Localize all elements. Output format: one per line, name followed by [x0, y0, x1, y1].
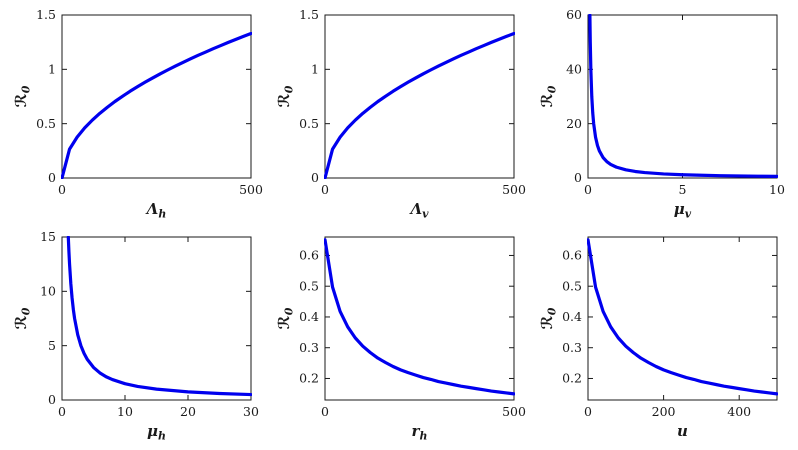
- chart-r0-vs-r-h: 0 500 0.2 0.3 0.4 0.5 0.6 rh ℛ0: [275, 236, 526, 443]
- svg-text:1.5: 1.5: [299, 7, 319, 22]
- svg-text:0: 0: [48, 170, 56, 185]
- svg-text:20: 20: [180, 404, 196, 419]
- subplot-r0-vs-r-h: 0 500 0.2 0.3 0.4 0.5 0.6 rh ℛ0: [267, 226, 530, 448]
- svg-text:Λh: Λh: [144, 200, 166, 221]
- svg-text:0: 0: [321, 404, 329, 419]
- svg-text:rh: rh: [412, 422, 428, 443]
- svg-text:Λv: Λv: [408, 200, 429, 221]
- svg-text:0.5: 0.5: [36, 116, 56, 131]
- svg-text:500: 500: [502, 404, 526, 419]
- svg-text:ℛ0: ℛ0: [275, 85, 296, 107]
- subplot-r0-vs-mu-h: 0 10 20 30 0 5 10 15 μh ℛ0: [4, 226, 267, 448]
- svg-text:0: 0: [574, 170, 582, 185]
- svg-text:1: 1: [311, 62, 319, 77]
- svg-text:5: 5: [679, 182, 687, 197]
- svg-text:500: 500: [502, 182, 526, 197]
- subplot-r0-vs-u: 0 200 400 0.2 0.3 0.4 0.5 0.6 u ℛ0: [531, 226, 794, 448]
- svg-text:5: 5: [48, 338, 56, 353]
- svg-text:0.3: 0.3: [562, 340, 582, 355]
- chart-r0-vs-lambda-h: 0 500 0 0.5 1 1.5 Λh ℛ0: [12, 7, 263, 221]
- svg-text:0.2: 0.2: [562, 371, 582, 386]
- svg-text:0: 0: [584, 404, 592, 419]
- subplot-r0-vs-lambda-h: 0 500 0 0.5 1 1.5 Λh ℛ0: [4, 4, 267, 226]
- svg-text:0: 0: [48, 392, 56, 407]
- svg-text:ℛ0: ℛ0: [538, 85, 559, 107]
- svg-text:0: 0: [58, 182, 66, 197]
- svg-text:0.4: 0.4: [299, 309, 319, 324]
- svg-text:10: 10: [117, 404, 133, 419]
- svg-text:ℛ0: ℛ0: [538, 307, 559, 329]
- svg-text:0: 0: [58, 404, 66, 419]
- svg-text:0.5: 0.5: [299, 116, 319, 131]
- svg-text:0.6: 0.6: [299, 248, 319, 263]
- svg-text:1: 1: [48, 62, 56, 77]
- svg-text:0: 0: [321, 182, 329, 197]
- svg-text:u: u: [677, 422, 688, 440]
- chart-r0-vs-lambda-v: 0 500 0 0.5 1 1.5 Λv ℛ0: [275, 7, 526, 221]
- chart-r0-vs-mu-v: 0 5 10 0 20 40 60 μv ℛ0: [538, 7, 785, 221]
- svg-text:0: 0: [584, 182, 592, 197]
- svg-text:0.6: 0.6: [562, 248, 582, 263]
- svg-text:20: 20: [566, 116, 582, 131]
- svg-text:μh: μh: [147, 422, 166, 443]
- svg-text:30: 30: [243, 404, 259, 419]
- chart-r0-vs-u: 0 200 400 0.2 0.3 0.4 0.5 0.6 u ℛ0: [538, 236, 779, 440]
- svg-text:1.5: 1.5: [36, 7, 56, 22]
- svg-text:ℛ0: ℛ0: [12, 307, 33, 329]
- subplot-r0-vs-lambda-v: 0 500 0 0.5 1 1.5 Λv ℛ0: [267, 4, 530, 226]
- svg-text:ℛ0: ℛ0: [275, 307, 296, 329]
- svg-text:0.5: 0.5: [299, 278, 319, 293]
- svg-text:0.2: 0.2: [299, 371, 319, 386]
- svg-text:10: 10: [769, 182, 785, 197]
- svg-text:500: 500: [239, 182, 263, 197]
- chart-r0-vs-mu-h: 0 10 20 30 0 5 10 15 μh ℛ0: [12, 229, 259, 443]
- svg-text:ℛ0: ℛ0: [12, 85, 33, 107]
- svg-text:μv: μv: [674, 200, 692, 221]
- svg-text:0: 0: [311, 170, 319, 185]
- svg-text:60: 60: [566, 7, 582, 22]
- svg-text:15: 15: [40, 229, 56, 244]
- svg-text:0.4: 0.4: [562, 309, 582, 324]
- svg-text:400: 400: [728, 404, 752, 419]
- svg-text:0.5: 0.5: [562, 278, 582, 293]
- svg-text:10: 10: [40, 284, 56, 299]
- svg-text:200: 200: [652, 404, 676, 419]
- subplot-r0-vs-mu-v: 0 5 10 0 20 40 60 μv ℛ0: [531, 4, 794, 226]
- svg-text:40: 40: [566, 62, 582, 77]
- svg-text:0.3: 0.3: [299, 340, 319, 355]
